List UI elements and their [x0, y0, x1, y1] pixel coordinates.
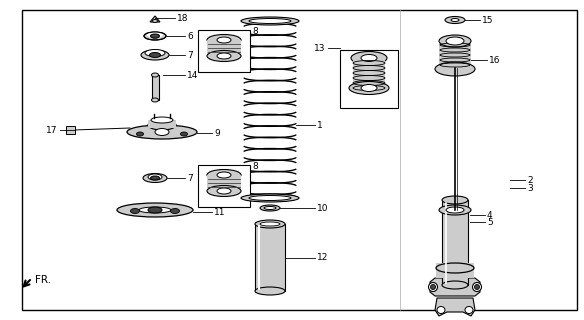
- Ellipse shape: [151, 34, 159, 38]
- Ellipse shape: [437, 307, 445, 314]
- Bar: [152, 75, 159, 100]
- Ellipse shape: [351, 52, 387, 65]
- Ellipse shape: [439, 205, 471, 215]
- Ellipse shape: [207, 170, 241, 180]
- Text: 18: 18: [177, 13, 189, 22]
- Ellipse shape: [117, 203, 193, 217]
- Ellipse shape: [144, 32, 166, 40]
- Text: 9: 9: [214, 129, 220, 138]
- Ellipse shape: [451, 19, 459, 21]
- Ellipse shape: [148, 120, 176, 130]
- Text: 17: 17: [46, 125, 57, 134]
- Text: 3: 3: [527, 183, 533, 193]
- Ellipse shape: [474, 284, 479, 290]
- Text: 4: 4: [487, 211, 493, 220]
- Ellipse shape: [241, 194, 299, 202]
- Ellipse shape: [349, 82, 389, 94]
- Ellipse shape: [217, 53, 231, 59]
- Ellipse shape: [151, 98, 158, 102]
- Ellipse shape: [241, 17, 299, 25]
- Bar: [207, 175, 241, 191]
- Ellipse shape: [151, 176, 159, 180]
- Ellipse shape: [151, 117, 173, 123]
- Text: 10: 10: [317, 204, 328, 212]
- Ellipse shape: [264, 206, 276, 210]
- Bar: [198, 165, 250, 207]
- Ellipse shape: [207, 35, 241, 45]
- Text: 1: 1: [317, 121, 323, 130]
- Ellipse shape: [429, 283, 437, 292]
- Bar: [148, 120, 176, 128]
- Ellipse shape: [439, 35, 471, 47]
- Ellipse shape: [249, 196, 291, 201]
- Ellipse shape: [155, 129, 169, 135]
- Ellipse shape: [150, 52, 161, 58]
- Text: 11: 11: [214, 207, 225, 217]
- Ellipse shape: [148, 174, 162, 180]
- Bar: [436, 263, 474, 278]
- Bar: [340, 50, 398, 108]
- Bar: [439, 41, 471, 69]
- Ellipse shape: [436, 263, 474, 273]
- Ellipse shape: [435, 62, 475, 76]
- Ellipse shape: [145, 50, 165, 57]
- Ellipse shape: [171, 209, 179, 213]
- Text: 8: 8: [252, 162, 258, 171]
- Ellipse shape: [249, 19, 291, 23]
- Ellipse shape: [141, 50, 169, 60]
- Ellipse shape: [445, 17, 465, 23]
- Ellipse shape: [151, 73, 158, 77]
- Text: 2: 2: [527, 175, 533, 185]
- Text: 13: 13: [314, 44, 325, 52]
- Ellipse shape: [207, 51, 241, 61]
- Bar: [66, 126, 75, 134]
- Ellipse shape: [217, 188, 231, 194]
- Ellipse shape: [207, 186, 241, 196]
- Ellipse shape: [217, 37, 231, 43]
- Ellipse shape: [442, 281, 468, 289]
- Ellipse shape: [260, 205, 280, 211]
- Ellipse shape: [361, 54, 377, 61]
- Ellipse shape: [143, 173, 167, 182]
- Ellipse shape: [127, 125, 197, 139]
- Ellipse shape: [465, 307, 473, 314]
- Text: FR.: FR.: [35, 275, 51, 285]
- Bar: [442, 200, 468, 285]
- Text: 7: 7: [187, 173, 193, 182]
- Ellipse shape: [255, 220, 285, 228]
- Text: 12: 12: [317, 253, 328, 262]
- Ellipse shape: [255, 287, 285, 295]
- Ellipse shape: [260, 222, 280, 226]
- Bar: [353, 58, 385, 88]
- Ellipse shape: [147, 32, 163, 38]
- Ellipse shape: [151, 34, 159, 38]
- Ellipse shape: [446, 37, 464, 45]
- Ellipse shape: [361, 84, 377, 92]
- Ellipse shape: [217, 172, 231, 178]
- Ellipse shape: [130, 209, 140, 213]
- Ellipse shape: [139, 207, 171, 213]
- Bar: [255, 224, 285, 291]
- Ellipse shape: [137, 132, 144, 136]
- Ellipse shape: [180, 132, 187, 136]
- Text: 16: 16: [489, 55, 500, 65]
- Text: 8: 8: [252, 27, 258, 36]
- Ellipse shape: [148, 207, 162, 213]
- Polygon shape: [435, 298, 475, 316]
- Text: 14: 14: [187, 70, 199, 79]
- Polygon shape: [150, 16, 160, 22]
- Text: 7: 7: [187, 51, 193, 60]
- Text: 5: 5: [487, 218, 493, 227]
- Ellipse shape: [446, 207, 464, 213]
- Ellipse shape: [152, 20, 158, 22]
- Text: 6: 6: [187, 31, 193, 41]
- Text: 15: 15: [482, 15, 493, 25]
- Bar: [207, 40, 241, 56]
- Ellipse shape: [472, 283, 481, 292]
- Ellipse shape: [430, 284, 436, 290]
- Polygon shape: [430, 278, 480, 296]
- Ellipse shape: [442, 196, 468, 204]
- Bar: [198, 30, 250, 72]
